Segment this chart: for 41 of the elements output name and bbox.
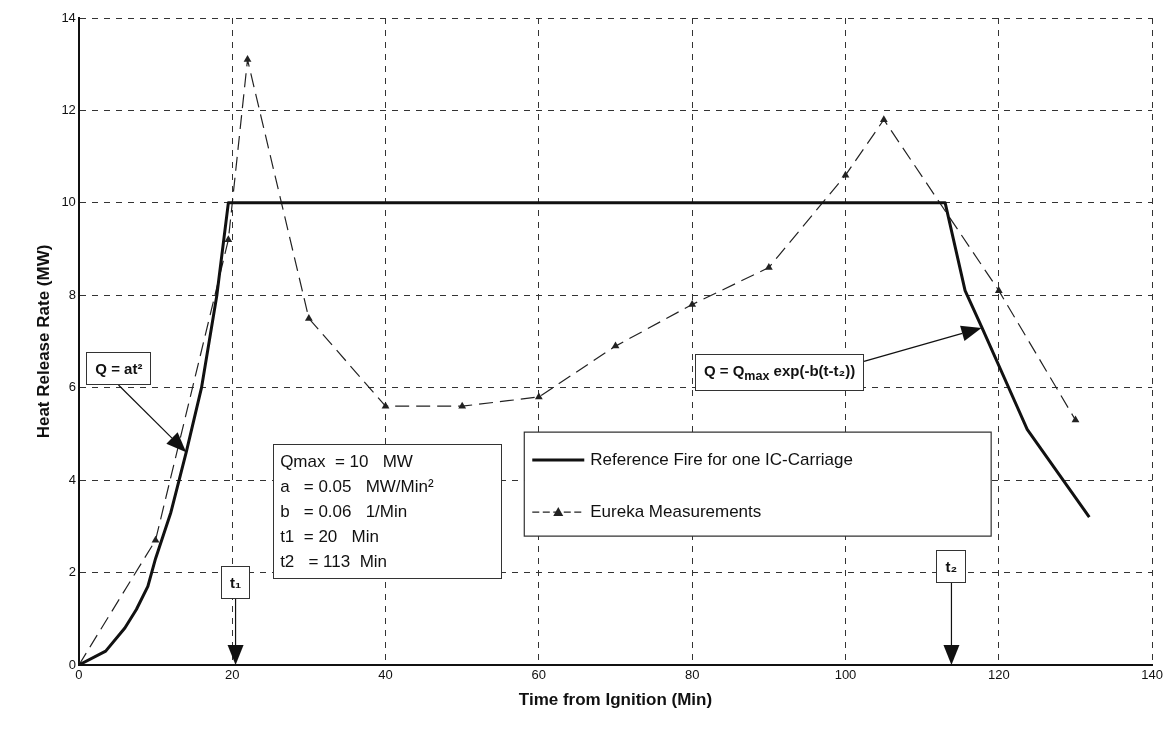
x-tick-label: 140 xyxy=(1141,667,1164,683)
annotation: t2 = 113 Min xyxy=(280,550,389,573)
point xyxy=(841,170,850,178)
y-tick-label: 2 xyxy=(68,564,76,580)
text-box: t₂ xyxy=(936,550,967,584)
point xyxy=(879,115,888,122)
annotation: t1 = 20 Min xyxy=(280,525,380,548)
annotation: Qmax = 10 MW xyxy=(280,450,414,473)
point xyxy=(1071,415,1080,423)
point xyxy=(243,55,252,62)
point xyxy=(304,313,313,321)
y-tick-label: 8 xyxy=(68,286,76,302)
text-box: Q = Q$_{max}$ exp(-b(t-t₂)) xyxy=(694,353,865,391)
legend-label: Reference Fire for one IC-Carriage xyxy=(590,449,853,469)
x-tick-label: 100 xyxy=(834,667,857,683)
point xyxy=(688,300,697,307)
point xyxy=(151,535,160,543)
y-tick-label: 6 xyxy=(68,379,76,395)
y-tick-label: 14 xyxy=(61,9,76,25)
point xyxy=(224,235,233,243)
y-tick-label: 12 xyxy=(61,102,76,118)
x-tick-label: 20 xyxy=(224,667,240,683)
y-tick-label: 4 xyxy=(68,471,76,487)
x-tick-label: 120 xyxy=(987,667,1010,683)
y-axis-title: Heat Release Rate (MW) xyxy=(33,244,53,439)
x-tick-label: 60 xyxy=(531,667,547,683)
text-box: t₁ xyxy=(221,566,251,599)
point xyxy=(611,341,620,349)
point xyxy=(381,401,390,409)
legend-label: Eureka Measurements xyxy=(590,501,762,521)
y-tick-label: 0 xyxy=(68,656,76,672)
text-box: Q = at² xyxy=(86,352,152,386)
x-tick-label: 40 xyxy=(378,667,393,683)
point xyxy=(534,392,543,400)
point xyxy=(764,263,773,270)
point xyxy=(994,286,1003,293)
y-tick-label: 10 xyxy=(61,194,76,210)
x-axis-title: Time from Ignition (Min) xyxy=(518,690,713,710)
annotation: b = 0.06 1/Min xyxy=(280,500,409,523)
x-tick-label: 80 xyxy=(684,667,700,683)
annotation: a = 0.05 MW/Min² xyxy=(280,475,435,498)
